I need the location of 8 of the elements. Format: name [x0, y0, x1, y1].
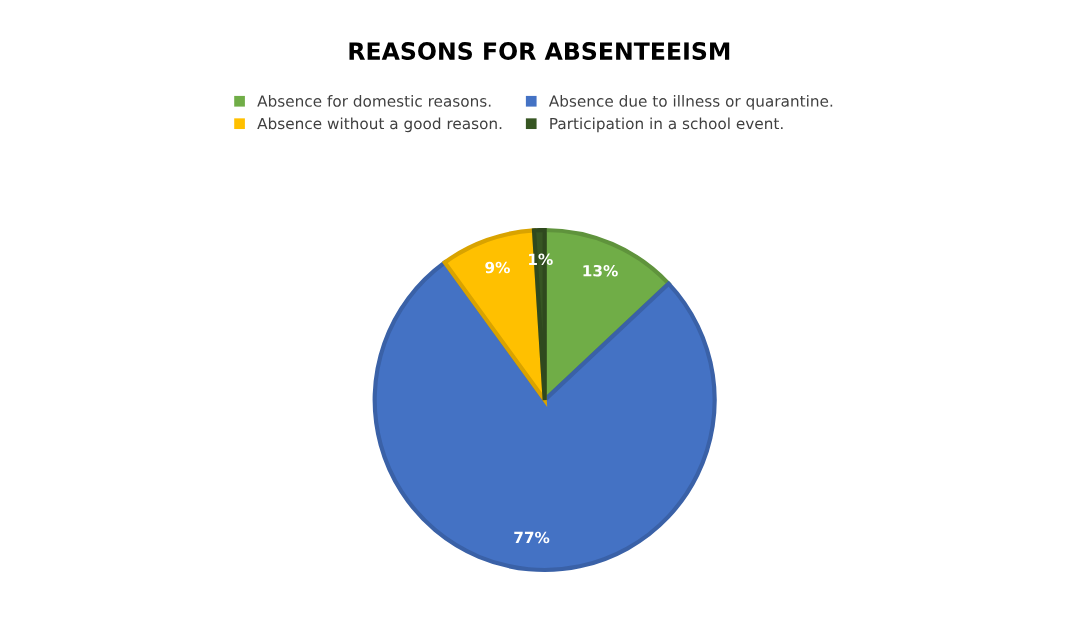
chart-title: REASONS FOR ABSENTEEISM — [349, 42, 730, 60]
legend-label: Absence due to illness or quarantine. — [548, 95, 833, 110]
legend-label: Absence for domestic reasons. — [257, 95, 491, 107]
legend-label: Absence without a good reason. — [257, 117, 502, 133]
data-label: 9% — [485, 261, 510, 274]
legend-label: Participation in a school event. — [550, 117, 783, 133]
data-label: 77% — [514, 531, 550, 544]
data-label: 13% — [583, 264, 618, 277]
